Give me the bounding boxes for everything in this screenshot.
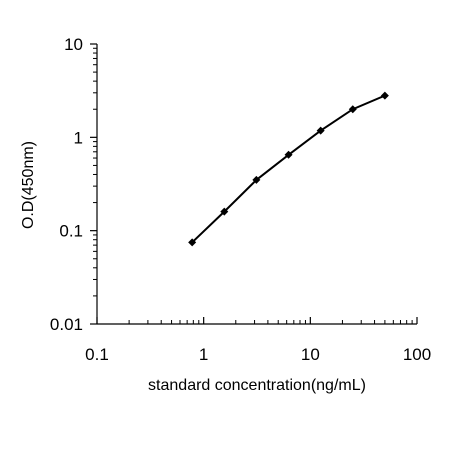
- x-major-ticks: [96, 317, 418, 324]
- y-tick-label: 1: [74, 128, 83, 147]
- x-axis-title: standard concentration(ng/mL): [148, 377, 366, 394]
- series-line: [191, 94, 386, 244]
- data-point: [284, 150, 293, 159]
- data-point: [380, 91, 389, 100]
- data-point: [252, 175, 261, 184]
- y-major-ticks: [90, 43, 97, 325]
- series-points: [188, 91, 389, 247]
- y-tick-label: 10: [64, 35, 83, 54]
- x-tick-label: 0.1: [85, 345, 109, 364]
- y-axis-title: O.D(450nm): [20, 141, 37, 229]
- y-tick-label: 0.1: [59, 222, 83, 241]
- data-point: [316, 126, 325, 135]
- data-point: [188, 238, 197, 247]
- y-minor-ticks: [93, 47, 97, 297]
- x-minor-ticks: [128, 320, 413, 324]
- y-axis: 0.01 0.1 1 10 O.D(450nm): [20, 35, 98, 334]
- x-tick-label: 1: [199, 345, 208, 364]
- data-point: [348, 105, 357, 114]
- series: [188, 91, 389, 247]
- data-point: [220, 207, 229, 216]
- x-axis: 0.1 1 10 100 standard concentration(ng/m…: [85, 317, 431, 394]
- x-tick-label: 100: [403, 345, 431, 364]
- y-tick-label: 0.01: [50, 315, 83, 334]
- x-tick-label: 10: [301, 345, 320, 364]
